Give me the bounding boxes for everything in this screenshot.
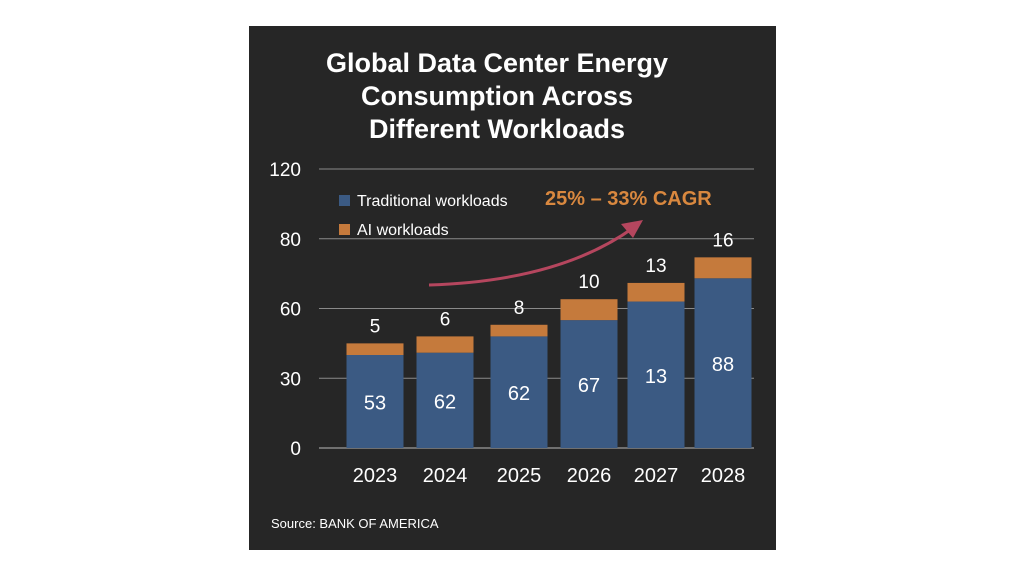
data-label-traditional-2023: 53 [364,393,386,415]
cagr-annotation: 25% – 33% CAGR [428,188,712,287]
x-tick-label: 2027 [634,465,679,487]
cagr-arrow [428,226,634,287]
legend-label-traditional: Traditional workloads [357,193,508,210]
data-label-ai-2026: 10 [578,272,599,293]
bar-ai-2026 [560,299,618,321]
bar-ai-2023 [346,343,404,355]
y-tick-label: 60 [280,300,301,321]
legend-label-ai: AI workloads [357,222,449,239]
bar-traditional-2028 [694,278,752,448]
y-tick-label: 80 [280,230,301,251]
bars: 53 5 62 6 62 8 67 10 13 13 88 16 [346,230,752,448]
title-line-1: Global Data Center Energy [326,48,668,78]
chart-card: Global Data Center Energy Consumption Ac… [249,26,776,550]
data-label-ai-2023: 5 [370,316,381,337]
data-label-traditional-2024: 62 [434,391,456,413]
legend-swatch-traditional [339,195,350,206]
bar-traditional-2023 [346,355,404,448]
source-note: Source: BANK OF AMERICA [271,516,439,531]
y-tick-label: 0 [290,439,301,460]
x-axis: 2023 2024 2025 2026 2027 2028 [353,465,746,487]
chart: Global Data Center Energy Consumption Ac… [269,48,754,531]
bar-ai-2025 [490,324,548,337]
bar-ai-2024 [416,336,474,353]
legend: Traditional workloads AI workloads [339,193,508,239]
data-label-ai-2024: 6 [440,309,451,330]
data-label-traditional-2025: 62 [508,383,530,405]
x-tick-label: 2023 [353,465,398,487]
y-axis: 0 30 60 80 120 [269,160,301,460]
data-label-traditional-2027: 13 [645,366,667,388]
title-line-2: Consumption Across [361,81,633,111]
data-label-ai-2027: 13 [645,256,666,277]
x-tick-label: 2028 [701,465,746,487]
cagr-arrowhead [621,220,643,238]
chart-title: Global Data Center Energy Consumption Ac… [326,48,668,144]
bar-traditional-2024 [416,352,474,448]
x-tick-label: 2025 [497,465,542,487]
data-label-ai-2028: 16 [712,230,733,251]
bar-ai-2027 [627,282,685,302]
y-tick-label: 120 [269,160,301,181]
data-label-traditional-2026: 67 [578,375,600,397]
title-line-3: Different Workloads [369,114,625,144]
data-label-ai-2025: 8 [514,298,525,319]
data-label-traditional-2028: 88 [712,354,734,376]
bar-ai-2028 [694,257,752,279]
x-tick-label: 2026 [567,465,612,487]
bar-traditional-2026 [560,320,618,448]
bar-traditional-2027 [627,301,685,448]
x-tick-label: 2024 [423,465,468,487]
bar-traditional-2025 [490,336,548,448]
cagr-label: 25% – 33% CAGR [545,188,712,210]
y-tick-label: 30 [280,369,301,390]
legend-swatch-ai [339,224,350,235]
